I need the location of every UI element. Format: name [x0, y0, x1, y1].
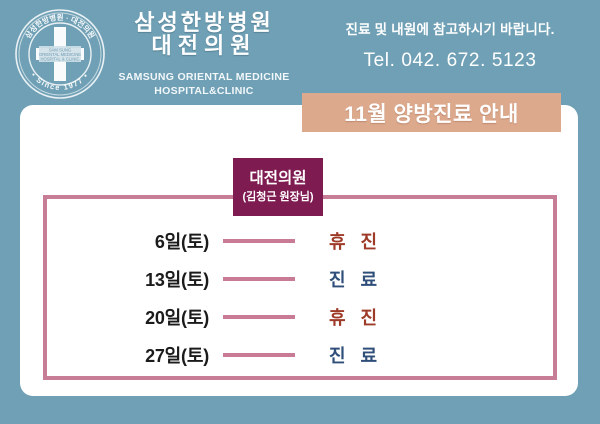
hospital-name-english: SAMSUNG ORIENTAL MEDICINE HOSPITAL&CLINI…: [96, 70, 312, 98]
clinic-doctor-label: (김청근 원장님): [242, 191, 314, 204]
hospital-name-en-line1: SAMSUNG ORIENTAL MEDICINE: [118, 71, 290, 83]
schedule-date: 6일(토): [154, 232, 209, 252]
clinic-header-box: 대전의원 (김청근 원장님): [233, 158, 323, 216]
schedule-row: 13일(토) 진 료: [43, 262, 557, 296]
schedule-status: 휴 진: [329, 232, 383, 252]
schedule-status: 진 료: [329, 346, 383, 366]
schedule-row: 20일(토) 휴 진: [43, 300, 557, 334]
svg-text:SAM SUNG: SAM SUNG: [49, 48, 71, 53]
svg-text:HOSPITAL & CLINIC: HOSPITAL & CLINIC: [40, 57, 79, 62]
schedule-row: 27일(토) 진 료: [43, 338, 557, 372]
schedule-status: 진 료: [329, 270, 383, 290]
schedule-separator-dash: [223, 315, 295, 319]
clinic-name-label: 대전의원: [249, 169, 307, 187]
hospital-name-en-line2: HOSPITAL&CLINIC: [154, 85, 254, 98]
month-title-banner: 11월 양방진료 안내: [302, 93, 561, 132]
poster-header: SAM SUNG ORIENTAL MEDICINE HOSPITAL & CL…: [0, 0, 600, 105]
month-title-text: 11월 양방진료 안내: [344, 102, 519, 126]
schedule-date: 27일(토): [145, 346, 209, 366]
content-card: [20, 105, 578, 396]
header-notice-text: 진료 및 내원에 참고하시기 바랍니다.: [345, 22, 555, 37]
svg-text:ORIENTAL MEDICINE: ORIENTAL MEDICINE: [39, 52, 81, 57]
schedule-separator-dash: [223, 277, 295, 281]
schedule-date: 20일(토): [145, 308, 209, 328]
hospital-circular-emblem-icon: SAM SUNG ORIENTAL MEDICINE HOSPITAL & CL…: [14, 8, 106, 100]
header-telephone: Tel. 042. 672. 5123: [363, 50, 537, 71]
schedule-separator-dash: [223, 239, 295, 243]
schedule-row: 6일(토) 휴 진: [43, 224, 557, 258]
hospital-name-line1: 삼성한방병원: [134, 10, 274, 35]
schedule-date: 13일(토): [145, 270, 209, 290]
schedule-list: 6일(토) 휴 진 13일(토) 진 료 20일(토) 휴 진 27일(토) 진…: [43, 222, 557, 374]
hospital-name-korean: 삼성한방병원 대전의원: [104, 10, 304, 58]
schedule-separator-dash: [223, 353, 295, 357]
hospital-name-line2: 대전의원: [151, 32, 257, 58]
schedule-status: 휴 진: [329, 308, 383, 328]
